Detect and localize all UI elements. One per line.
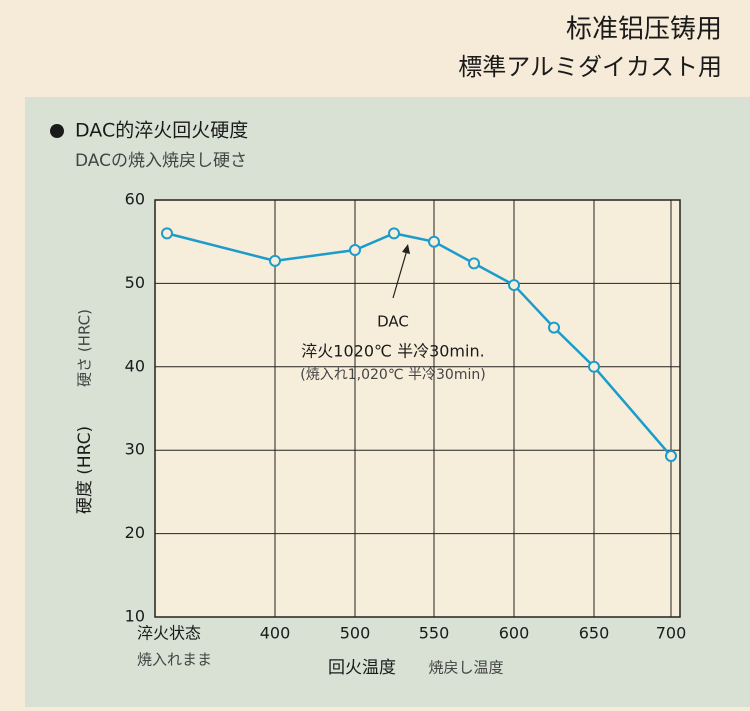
x-tick-label: 淬火状态 bbox=[137, 624, 201, 643]
annotation-line2: (焼入れ1,020℃ 半冷30min) bbox=[300, 367, 485, 383]
x-tick-label: 400 bbox=[260, 624, 291, 643]
plot-area bbox=[154, 199, 681, 618]
y-tick-label: 20 bbox=[125, 523, 145, 542]
point bbox=[588, 360, 600, 373]
x-tick-label: 700 bbox=[656, 624, 687, 643]
header-title: 标准铝压铸用 bbox=[566, 15, 722, 45]
x-tick-sublabel: 焼入れまま bbox=[137, 651, 212, 669]
point bbox=[548, 321, 560, 334]
annotation-arrow bbox=[392, 249, 408, 299]
y-label: 硬度 (HRC) bbox=[75, 426, 95, 514]
point bbox=[161, 227, 173, 240]
point bbox=[665, 450, 677, 463]
point bbox=[428, 235, 440, 248]
point bbox=[508, 279, 520, 292]
y-tick-label: 30 bbox=[125, 440, 145, 459]
point bbox=[269, 254, 281, 267]
point bbox=[388, 227, 400, 240]
chart-subtitle: DACの焼入焼戻し硬さ bbox=[75, 151, 247, 171]
annotation-arrowhead bbox=[402, 244, 410, 254]
chart-title: DAC的淬火回火硬度 bbox=[75, 120, 248, 142]
x-label-sub: 焼戻し温度 bbox=[428, 659, 503, 677]
x-label: 回火温度 bbox=[328, 658, 396, 678]
series-line bbox=[166, 232, 672, 457]
point bbox=[349, 244, 361, 257]
x-tick-label: 600 bbox=[499, 624, 530, 643]
x-tick-label: 650 bbox=[579, 624, 610, 643]
y-tick-label: 40 bbox=[125, 356, 145, 375]
point bbox=[468, 257, 480, 270]
y-tick-label: 60 bbox=[125, 190, 145, 209]
y-tick-label: 50 bbox=[125, 273, 145, 292]
x-tick-label: 550 bbox=[419, 624, 450, 643]
y-label-sub: 硬さ (HRC) bbox=[76, 309, 94, 387]
x-tick-label: 500 bbox=[340, 624, 371, 643]
bullet bbox=[50, 124, 64, 138]
annotation-line1: 淬火1020℃ 半冷30min. bbox=[301, 342, 484, 361]
annotation-label: DAC bbox=[377, 313, 409, 331]
header-subtitle: 標準アルミダイカスト用 bbox=[458, 53, 722, 81]
y-tick-label: 10 bbox=[125, 607, 145, 626]
